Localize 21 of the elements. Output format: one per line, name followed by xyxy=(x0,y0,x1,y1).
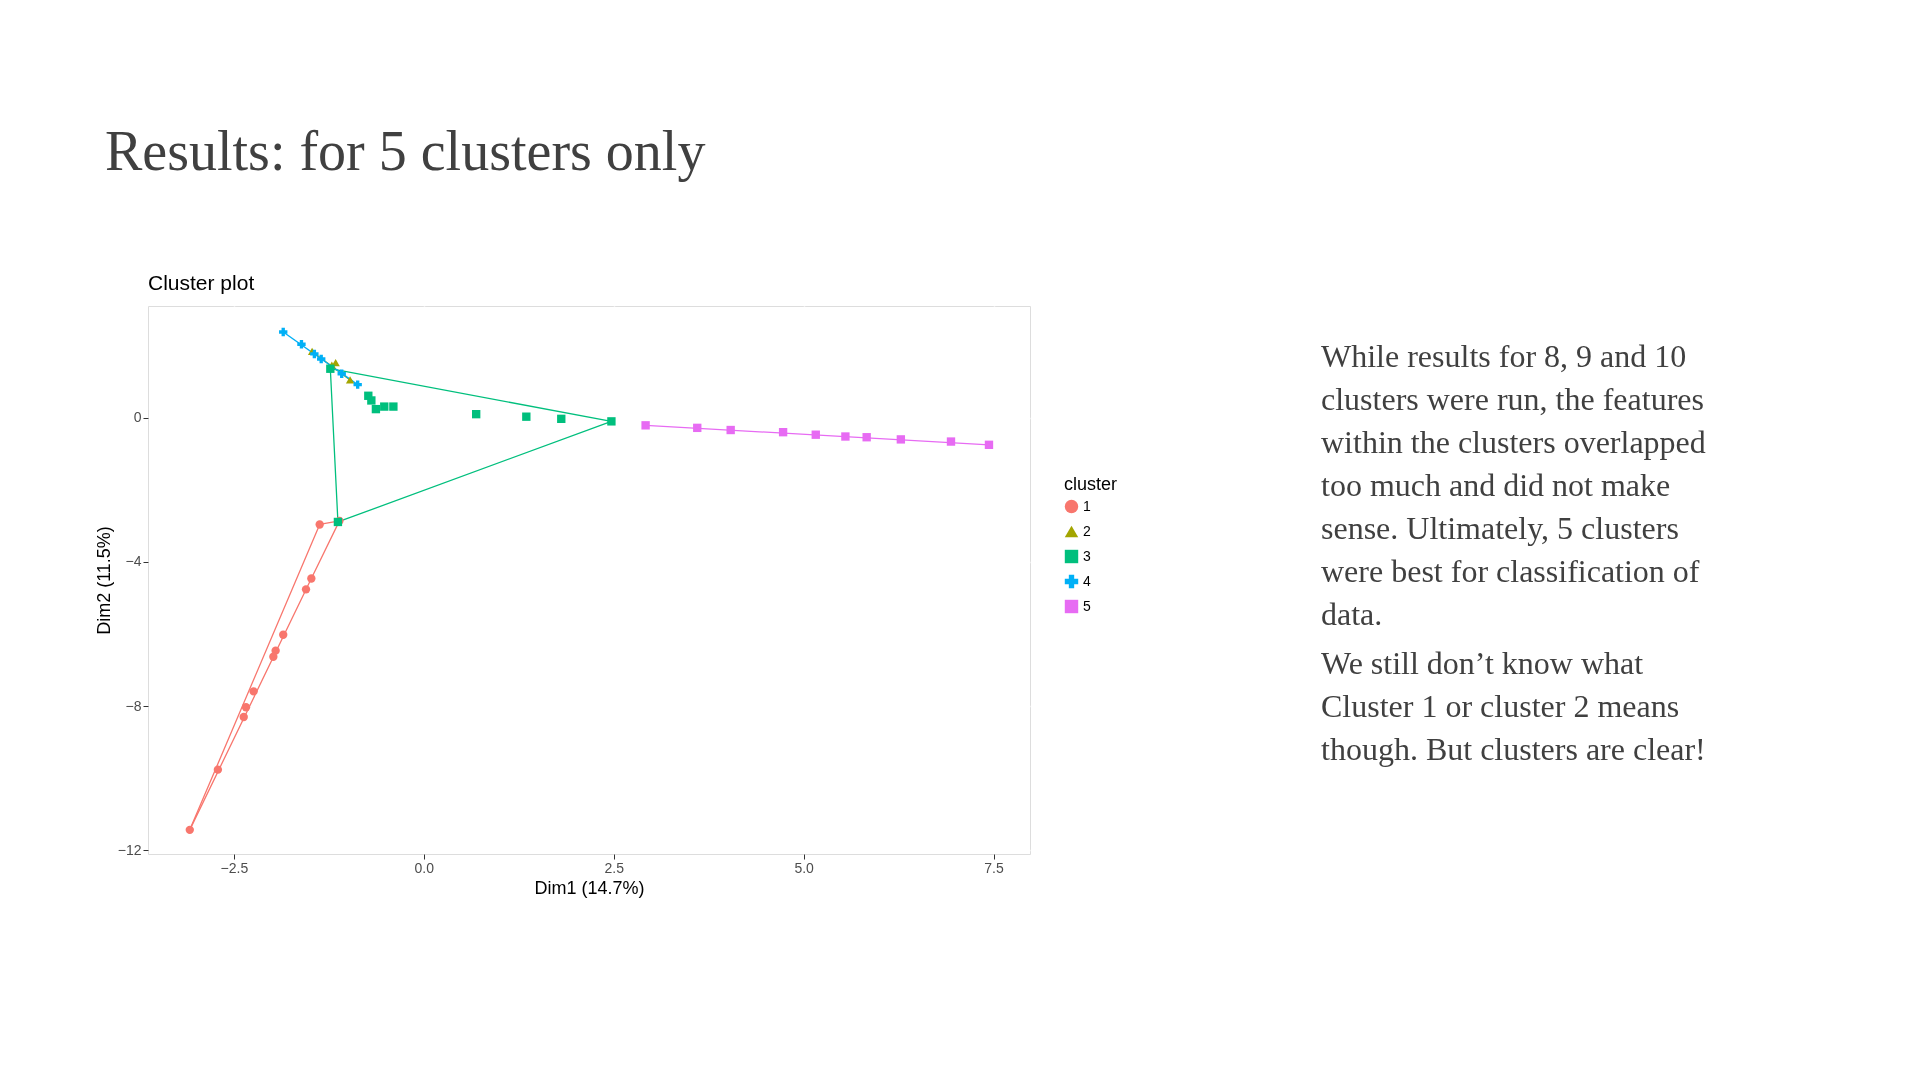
x-tick-label: −2.5 xyxy=(220,859,249,876)
x-tick-label: 0.0 xyxy=(414,859,435,876)
legend-label: 1 xyxy=(1083,497,1091,514)
legend-label: 5 xyxy=(1083,597,1091,614)
text: We still don’t know what Cluster 1 or cluster 2 means though. But clusters are clear! xyxy=(1321,645,1706,767)
y-tick-label: −8 xyxy=(125,697,142,714)
x-axis-title: Dim1 (14.7%) xyxy=(534,877,645,898)
y-tick-label: −4 xyxy=(125,553,142,570)
legend-label: 3 xyxy=(1083,547,1091,564)
x-tick-label: 2.5 xyxy=(604,859,625,876)
x-tick-label: 5.0 xyxy=(794,859,815,876)
legend-label: 4 xyxy=(1083,572,1091,589)
legend-title: cluster xyxy=(1064,474,1118,494)
text: While results for 8, 9 and 10 clusters were run, the features within the clusters overlapped too much and did not make sense. Ultimately, 5 clusters were best for classification of data. xyxy=(1321,338,1706,632)
x-tick-label: 7.5 xyxy=(984,859,1004,876)
text: Results: for 5 clusters only xyxy=(105,120,706,182)
y-axis-title: Dim2 (11.5%) xyxy=(93,526,114,635)
legend-label: 2 xyxy=(1083,522,1091,539)
y-tick-label: 0 xyxy=(133,409,142,426)
y-tick-label: −12 xyxy=(117,841,142,858)
chart-title: Cluster plot xyxy=(148,271,255,294)
